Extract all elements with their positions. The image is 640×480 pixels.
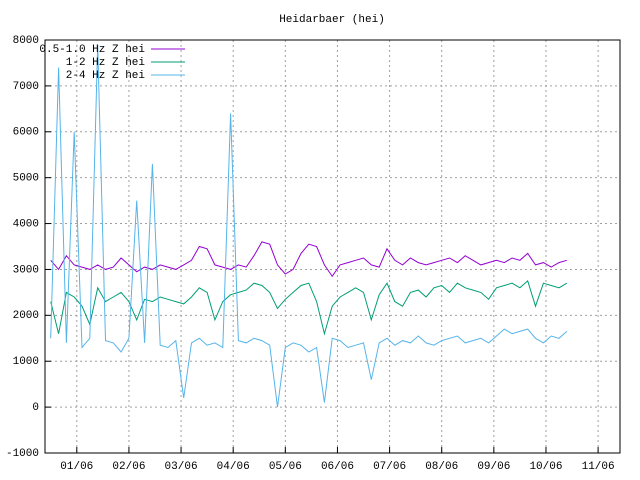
y-tick-label: 4000 [13, 218, 39, 230]
y-tick-label: 6000 [13, 127, 39, 139]
y-tick-label: 0 [32, 402, 39, 414]
x-tick-label: 03/06 [165, 461, 198, 473]
y-tick-label: 5000 [13, 173, 39, 185]
y-tick-label: 2000 [13, 310, 39, 322]
y-tick-label: 7000 [13, 81, 39, 93]
y-tick-label: -1000 [6, 448, 39, 460]
y-tick-label: 8000 [13, 35, 39, 47]
x-tick-label: 01/06 [60, 461, 93, 473]
series-line [50, 241, 567, 278]
y-tick-label: 3000 [13, 264, 39, 276]
series-line [50, 44, 568, 408]
chart-title: Heidarbaer (hei) [279, 14, 385, 26]
y-tick-label: 1000 [13, 356, 39, 368]
x-tick-label: 10/06 [529, 461, 562, 473]
x-tick-label: 08/06 [425, 461, 458, 473]
legend-label: 0.5-1.0 Hz Z hei [39, 44, 145, 56]
x-tick-label: 05/06 [269, 461, 302, 473]
x-tick-label: 07/06 [373, 461, 406, 473]
plot-border [44, 39, 621, 454]
series-line [50, 280, 568, 336]
legend-label: 2-4 Hz Z hei [66, 70, 146, 82]
x-tick-label: 02/06 [112, 461, 145, 473]
x-tick-label: 11/06 [582, 461, 615, 473]
legend-label: 1-2 Hz Z hei [66, 57, 146, 69]
x-tick-label: 09/06 [477, 461, 510, 473]
x-tick-label: 04/06 [217, 461, 250, 473]
x-tick-label: 06/06 [321, 461, 354, 473]
